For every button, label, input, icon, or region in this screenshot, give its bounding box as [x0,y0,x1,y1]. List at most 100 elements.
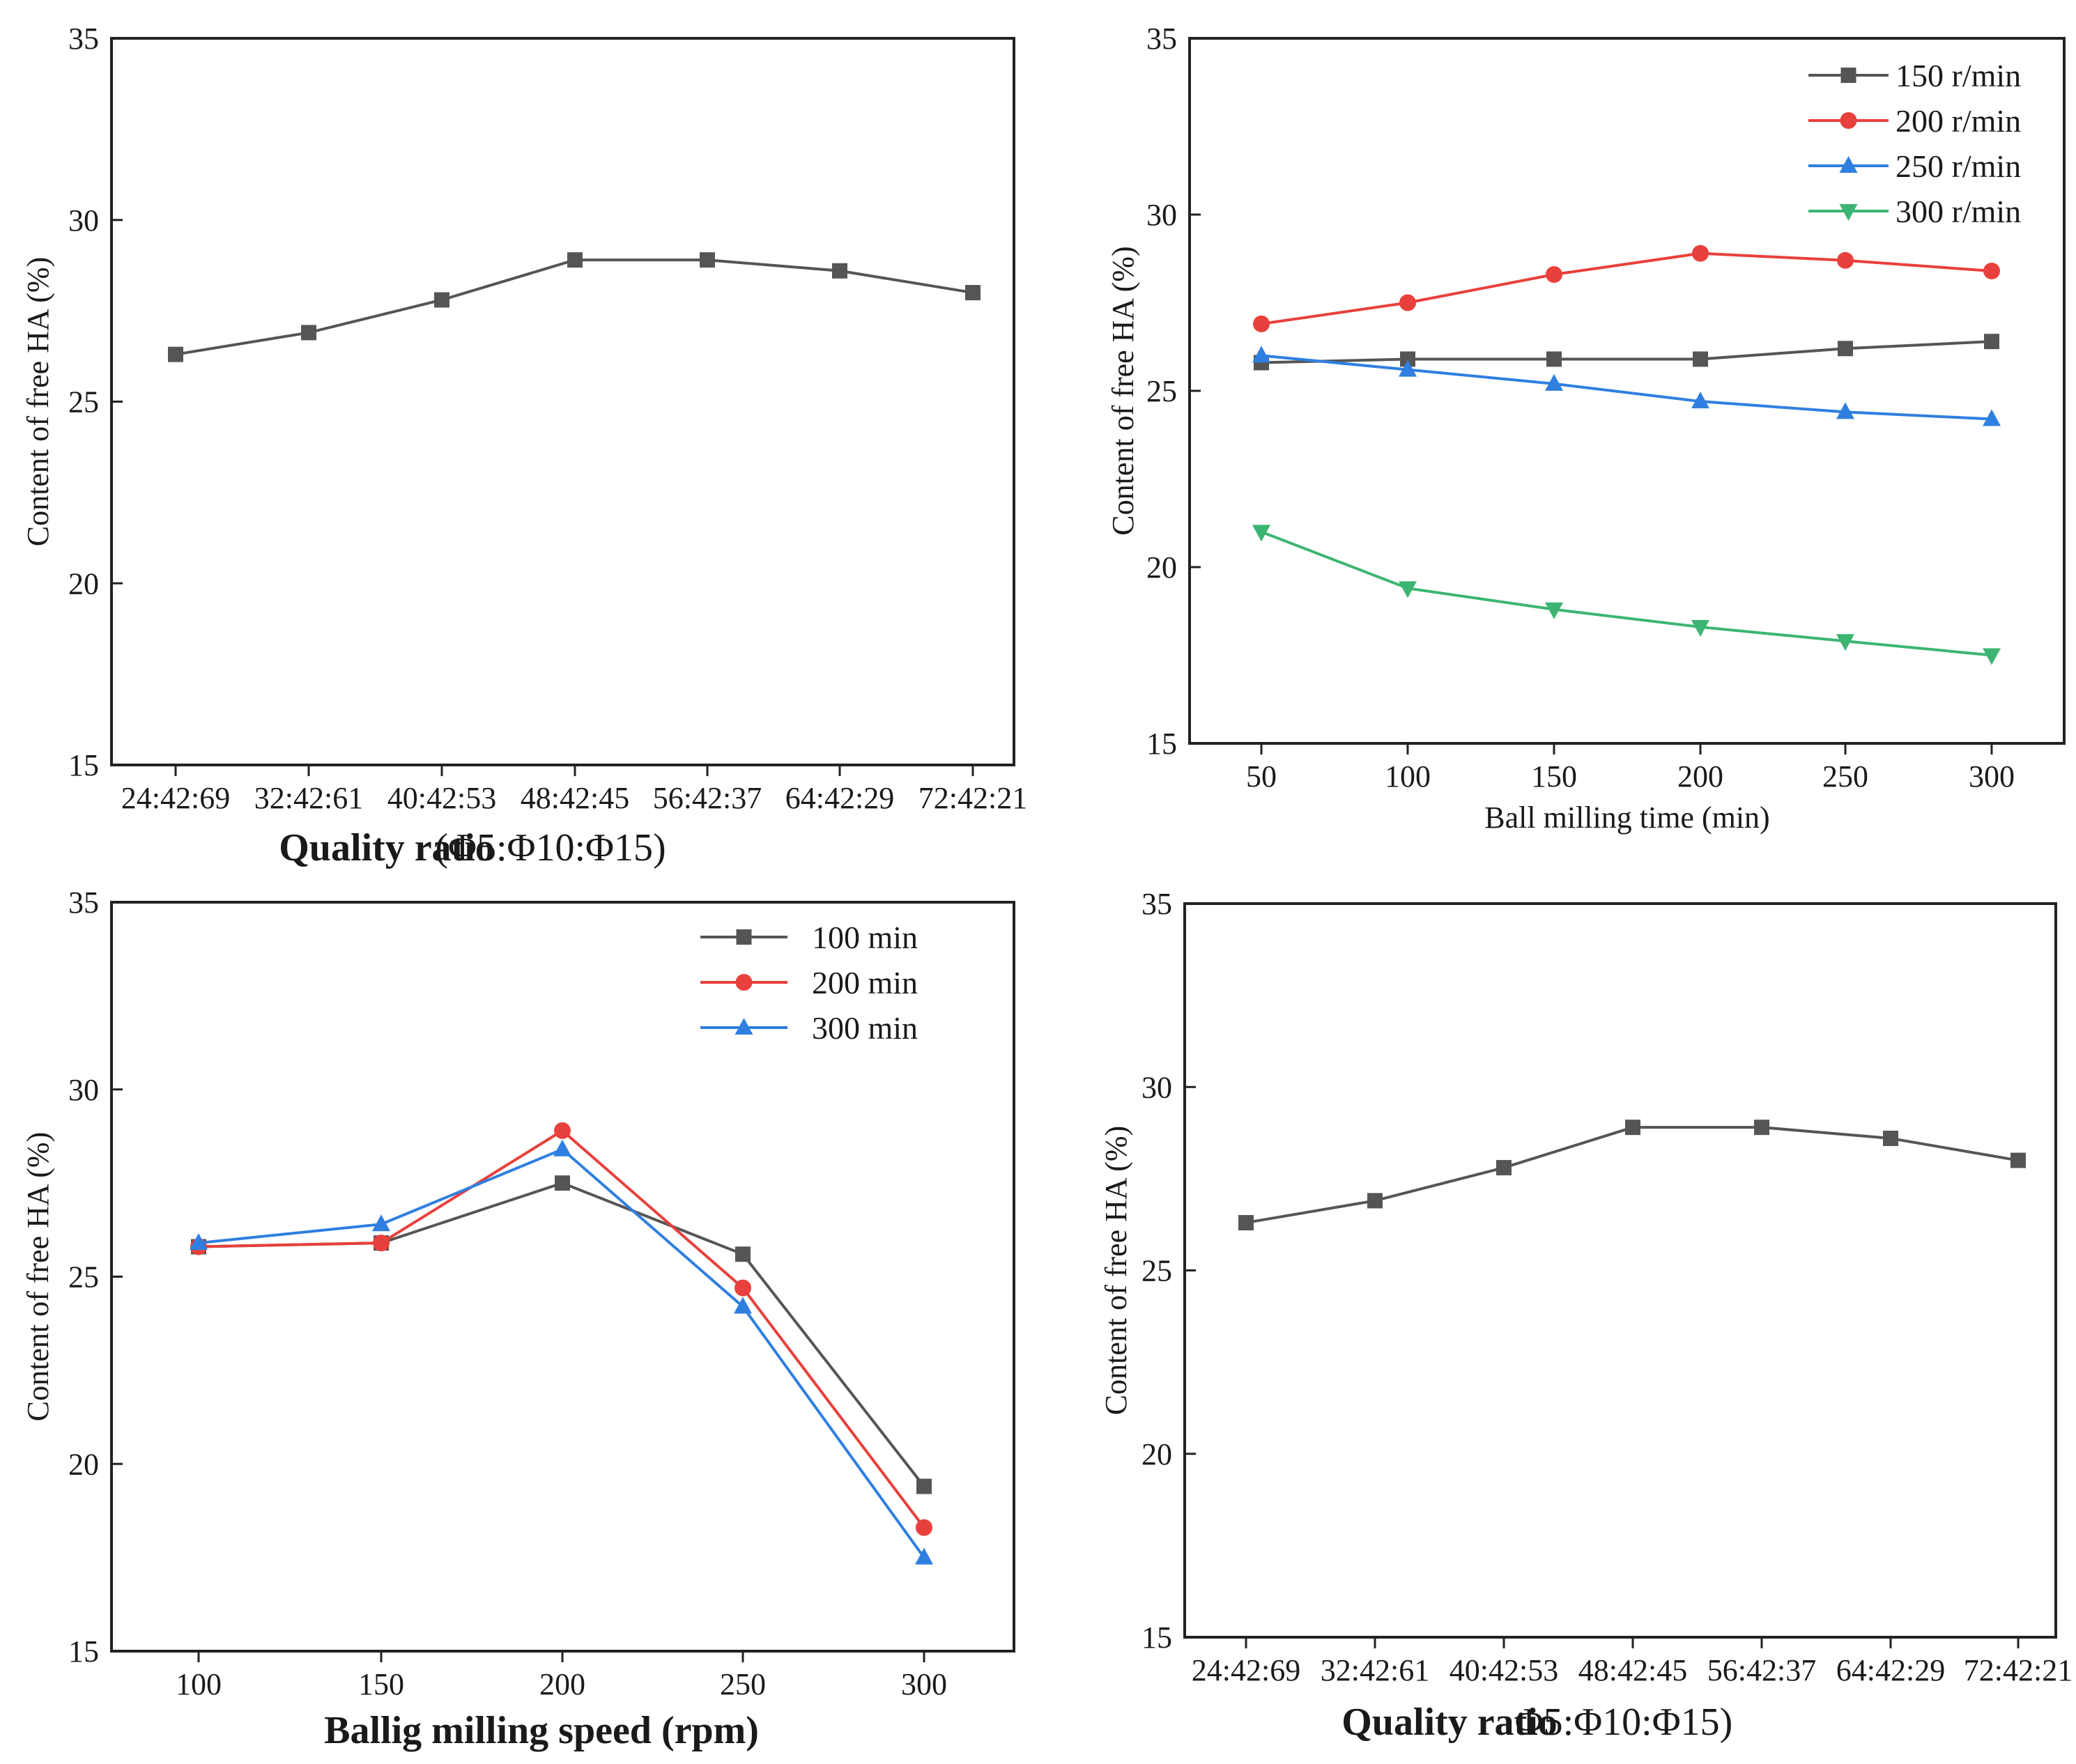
panel-a-ytick-label: 15 [68,748,99,782]
panel-c-ytick-label: 15 [68,1634,99,1669]
panel-b-series-4-point-1 [1252,525,1270,542]
panel-b-series-3-point-2 [1399,359,1417,377]
panel-b-series-2-point-2 [1399,294,1416,311]
panel-b-series-2-point-6 [1983,262,2000,279]
panel-b-legend-marker-4 [1839,204,1858,221]
panel-d-y-axis-title: Content of free HA (%) [1099,1126,1133,1415]
panel-b-series-3-point-4 [1691,392,1709,409]
panel-b-ytick-label: 30 [1146,198,1177,232]
panel-d-ytick-label: 35 [1141,887,1172,921]
panel-a-ytick-label: 25 [68,385,99,419]
panel-c-ytick-label: 30 [68,1073,99,1107]
panel-d-x-axis-title-suffix: Φ5:Φ10:Φ15) [1515,1701,1733,1744]
panel-a-x-axis-title: Quality ratio [279,826,495,869]
panel-b-xtick-label: 50 [1246,759,1277,794]
panel-c-series-1-point-4 [735,1246,751,1262]
panel-c-legend-marker-1 [736,929,752,945]
panel-a-ytick-label: 35 [68,22,99,56]
panel-b-series-line-3 [1261,354,1992,421]
panel-d-chart: 15 20 25 30 35 24:42:69 32:42:61 40:42:53 48:42:… [1099,887,2073,1744]
panel-c-xtick-label: 150 [358,1667,404,1701]
panel-c-xtick-label: 100 [176,1667,222,1701]
panel-b-series-3-point-1 [1252,346,1270,363]
panel-b-ytick-label: 25 [1146,374,1177,408]
panel-c-legend-label-3: 300 min [812,1010,918,1046]
panel-b-legend-marker-2 [1840,112,1857,129]
panel-b-series-4-point-2 [1399,581,1417,598]
panel-b-legend-marker-1 [1840,68,1856,83]
panel-b-ytick-label: 15 [1146,727,1177,761]
panel-d-x-axis-title: Quality ratio [1341,1701,1558,1744]
panel-b-series-2-point-3 [1546,266,1562,284]
panel-c-series-3-point-1 [190,1233,208,1251]
panel-c-series-3-point-3 [553,1139,571,1156]
panel-b-legend-marker-3 [1839,156,1858,173]
panel-d-series-1-point-2 [1367,1193,1383,1209]
panel-c-ytick-label: 25 [68,1260,99,1294]
panel-c-ytick-label: 20 [68,1447,99,1481]
panel-b-xtick-label: 150 [1531,759,1577,794]
panel-c-chart: 15 20 25 30 35 100 150 200 250 300 Content of free… [21,885,1015,1752]
panel-a-xtick-label: 48:42:45 [521,781,629,815]
panel-a-xtick-label: 56:42:37 [653,781,762,815]
panel-d-xtick-label: 64:42:29 [1836,1653,1945,1687]
panel-b-series-1-point-6 [1984,334,1999,350]
panel-b-xtick-label: 200 [1677,759,1723,794]
panel-b-series-1-point-5 [1838,341,1853,357]
panel-b-legend-label-4: 300 r/min [1896,194,2021,229]
panel-b-series-1-point-4 [1693,351,1708,367]
panel-a-series-1-point-7 [965,285,981,301]
panel-c-series-3-point-5 [915,1547,933,1565]
panel-c-legend-label-2: 200 min [812,965,918,1000]
panel-b-y-axis-title: Content of free HA (%) [1106,246,1140,535]
panel-d-ytick-label: 20 [1141,1437,1172,1471]
panel-b-series-line-2 [1261,252,1992,325]
panel-c-series-2-point-3 [554,1122,571,1139]
panel-c-series-2-point-5 [916,1519,932,1536]
panel-b-legend-label-3: 250 r/min [1896,148,2021,184]
panel-c-x-axis-title: Ballig milling speed (rpm) [324,1709,759,1752]
panel-a-xtick-label: 72:42:21 [918,781,1027,815]
panel-a-xtick-label: 64:42:29 [785,781,894,815]
panel-a-series-1-point-2 [301,325,316,341]
panel-a-series-1-point-3 [434,292,449,308]
panel-d-series-1-point-3 [1496,1160,1512,1176]
panel-c-ytick-label: 35 [68,885,99,920]
panel-c-legend-marker-2 [735,974,753,991]
panel-c-series-2-point-4 [735,1279,751,1297]
panel-b-series-3-point-6 [1983,409,2001,426]
panel-d-ytick-label: 25 [1141,1254,1172,1288]
panel-b-series-2-point-4 [1692,245,1709,262]
panel-a-ytick-label: 30 [68,203,99,238]
panel-b-xtick-label: 300 [1969,759,2015,794]
panel-b-series-2-point-5 [1837,252,1854,269]
panel-b-series-4-point-6 [1983,648,2001,665]
panel-d-series-1-point-1 [1238,1215,1254,1231]
panel-c-series-1-point-5 [916,1478,932,1494]
panel-b-ytick-label: 20 [1146,550,1177,585]
panel-a-xtick-label: 24:42:69 [121,781,230,815]
panel-c-series-3-point-2 [372,1214,390,1232]
panel-a-series-1-point-6 [832,263,847,279]
panel-a-xtick-label: 40:42:53 [387,781,496,815]
panel-d-xtick-label: 40:42:53 [1450,1653,1558,1687]
panel-c-y-axis-title: Content of free HA (%) [21,1132,55,1421]
panel-a-y-axis-title: Content of free HA (%) [21,257,55,546]
panel-a-series-1-point-5 [700,252,715,268]
panel-b-series-4-point-3 [1545,602,1563,619]
panel-b-x-axis-title: Ball milling time (min) [1484,800,1769,835]
panel-b-series-line-1 [1261,340,1992,364]
panel-b-series-1-point-3 [1546,351,1562,367]
panel-d-xtick-label: 32:42:61 [1321,1653,1429,1687]
panel-d-series-1-point-5 [1754,1120,1769,1136]
panel-a-series-1-point-4 [567,252,583,268]
panel-b-ytick-label: 35 [1146,22,1177,56]
panel-c-legend-label-1: 100 min [812,920,918,955]
panel-b-xtick-label: 250 [1822,759,1868,794]
panel-b-series-line-4 [1261,530,1992,657]
panel-b-legend-label-2: 200 r/min [1896,103,2021,139]
panel-b-legend-label-1: 150 r/min [1896,58,2021,93]
panel-a-x-axis-title-suffix: (Φ5:Φ10:Φ15) [435,826,666,869]
panel-c-series-3-point-4 [734,1297,752,1314]
